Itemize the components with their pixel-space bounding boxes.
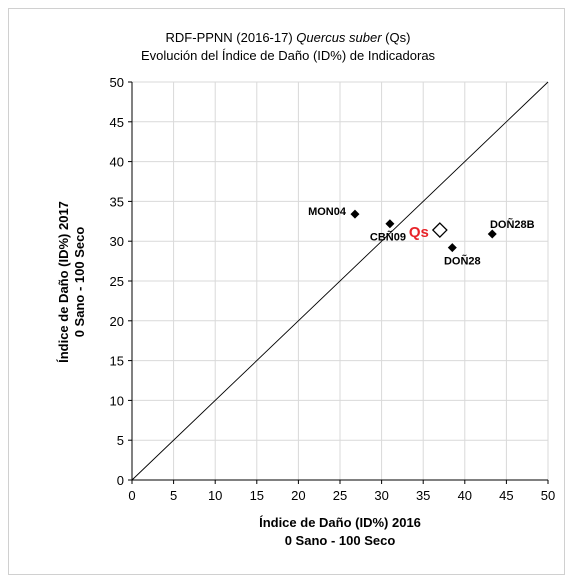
data-point-marker [447,243,457,253]
x-axis-sublabel: 0 Sano - 100 Seco [285,533,396,548]
tick-labels: 0 5 10 15 20 25 30 35 40 45 50 0 5 10 15 20 25 30 35 40 45 50 [110,75,556,503]
x-tick-label: 20 [291,488,305,503]
y-tick-label: 40 [110,155,124,170]
y-tick-label: 20 [110,314,124,329]
y-tick-label: 25 [110,274,124,289]
mean-point-marker [431,222,448,238]
y-tick-label: 35 [110,194,124,209]
chart-title: RDF-PPNN (2016-17) Quercus suber (Qs) [166,30,411,45]
x-tick-label: 40 [458,488,472,503]
x-tick-label: 10 [208,488,222,503]
x-tick-label: 0 [128,488,135,503]
identity-reference-line [131,81,549,481]
data-points: MON04 CBÑ09 DOÑ28 DOÑ28B Qs [308,206,535,267]
y-tick-label: 15 [110,354,124,369]
x-tick-label: 30 [374,488,388,503]
data-point-label: DOÑ28B [490,218,535,231]
data-point-label: CBÑ09 [370,231,406,244]
y-tick-label: 50 [110,75,124,90]
x-tick-label: 25 [333,488,347,503]
chart-subtitle: Evolución del Índice de Daño (ID%) de In… [141,48,436,63]
y-tick-label: 0 [117,473,124,488]
x-tick-label: 45 [499,488,513,503]
y-axis-label: Índice de Daño (ID%) 2017 [56,201,71,363]
data-point-marker [487,229,497,239]
x-axis-label: Índice de Daño (ID%) 2016 [259,515,421,530]
y-tick-label: 45 [110,115,124,130]
x-tick-label: 15 [250,488,264,503]
y-tick-label: 10 [110,393,124,408]
data-point-marker [350,209,360,219]
data-point-label: MON04 [308,206,347,218]
x-tick-label: 5 [170,488,177,503]
data-point-marker [385,219,395,229]
y-tick-label: 5 [117,433,124,448]
mean-point-label: Qs [409,224,429,241]
grid-lines [132,81,549,480]
data-point-label: DOÑ28 [444,255,481,268]
x-tick-label: 50 [541,488,555,503]
y-tick-label: 30 [110,234,124,249]
x-tick-label: 35 [416,488,430,503]
y-axis-sublabel: 0 Sano - 100 Seco [72,227,87,338]
